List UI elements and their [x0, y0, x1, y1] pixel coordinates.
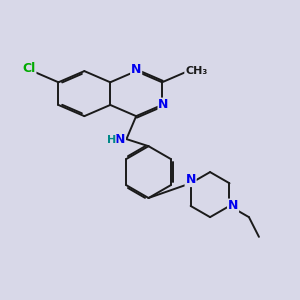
Text: Cl: Cl: [22, 61, 36, 75]
Text: N: N: [185, 173, 196, 186]
Text: H: H: [106, 135, 116, 145]
Text: N: N: [115, 133, 125, 146]
Text: N: N: [228, 200, 238, 212]
Text: N: N: [131, 63, 141, 76]
Text: N: N: [158, 98, 169, 111]
Text: CH₃: CH₃: [185, 66, 207, 76]
